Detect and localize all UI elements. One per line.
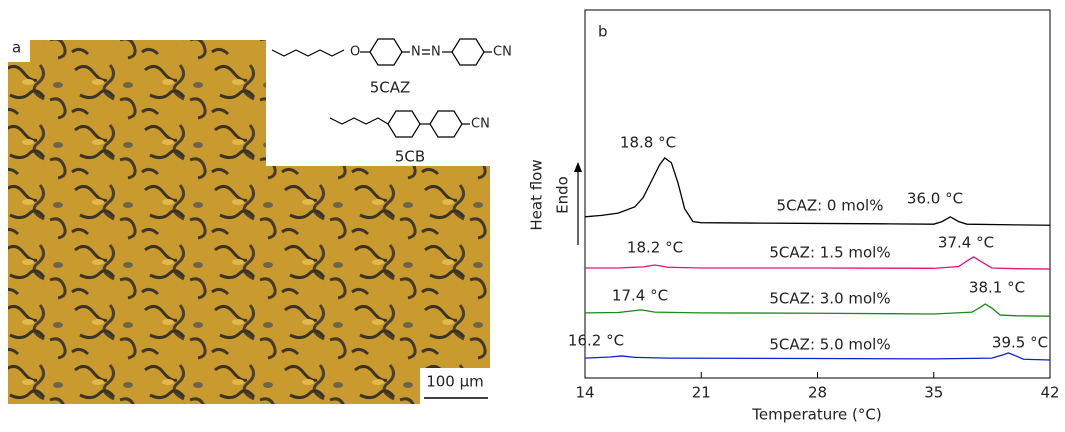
atom: N (411, 45, 421, 60)
page: 100 µm a O N N CN 5CAZ CN 5CB b Temperat… (0, 0, 1065, 432)
peak-annotation: 18.8 °C (620, 134, 676, 152)
peak-annotation: 38.1 °C (969, 279, 1025, 297)
alkyl-chain (330, 118, 388, 124)
x-tick-label: 14 (575, 384, 594, 402)
x-axis-title: Temperature (°C) (751, 406, 881, 424)
series-label: 5CAZ: 1.5 mol% (769, 244, 890, 262)
x-tick-label: 35 (924, 384, 943, 402)
endo-arrowhead (574, 162, 582, 172)
alkyl-chain (272, 50, 344, 56)
peak-annotation: 18.2 °C (627, 239, 683, 257)
atom: CN (471, 117, 490, 132)
series-label: 5CAZ: 5.0 mol% (769, 336, 890, 354)
peak-annotation: 17.4 °C (612, 287, 668, 305)
peak-annotation: 39.5 °C (992, 334, 1048, 352)
ring (388, 111, 420, 137)
micrograph-image (8, 40, 490, 404)
peak-annotation: 16.2 °C (568, 332, 624, 350)
x-tick-label: 28 (808, 384, 827, 402)
endo-label: Endo (554, 176, 572, 214)
ring (452, 39, 484, 65)
x-tick-label: 42 (1040, 384, 1059, 402)
compound-name: 5CAZ (370, 79, 411, 97)
ring (370, 39, 402, 65)
x-tick-label: 21 (692, 384, 711, 402)
micrograph: 100 µm a (8, 39, 490, 405)
structures: O N N CN 5CAZ CN 5CB (272, 39, 512, 166)
y-axis-title: Heat flow (528, 159, 546, 230)
series-line (585, 158, 1050, 225)
plot-frame (585, 10, 1050, 378)
scale-bar-label: 100 µm (426, 373, 484, 391)
atom: O (350, 45, 360, 60)
atom: N (431, 45, 441, 60)
compound-name: 5CB (395, 148, 425, 166)
figure: 100 µm a O N N CN 5CAZ CN 5CB b Temperat… (0, 0, 1065, 428)
panel-label: a (12, 39, 21, 57)
panel-label: b (598, 23, 608, 41)
series-line (585, 353, 1050, 360)
peak-annotation: 36.0 °C (907, 190, 963, 208)
peak-annotation: 37.4 °C (938, 234, 994, 252)
series-label: 5CAZ: 0 mol% (777, 197, 884, 215)
series-label: 5CAZ: 3.0 mol% (769, 290, 890, 308)
atom: CN (493, 45, 512, 60)
ring (430, 111, 462, 137)
